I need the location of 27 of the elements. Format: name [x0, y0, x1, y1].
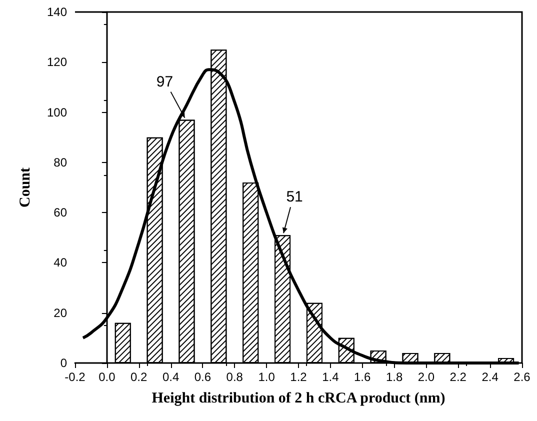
annotation: 51: [286, 188, 303, 206]
x-tick-label: 1.6: [354, 370, 372, 384]
x-tick-label: 0.4: [162, 370, 180, 384]
annotation: 97: [156, 73, 174, 90]
x-tick-label: 0.0: [98, 370, 116, 384]
x-tick-label: 1.2: [290, 370, 308, 384]
x-tick-label: 1.0: [258, 370, 276, 384]
y-tick-label: 120: [46, 55, 68, 70]
y-tick-label: 20: [54, 306, 68, 320]
y-tick-label: 140: [46, 5, 68, 19]
x-tick-label: 2.2: [450, 370, 467, 384]
y-tick-label: 100: [46, 105, 68, 120]
y-tick-label: 40: [54, 256, 68, 270]
x-tick-label: 2.0: [418, 370, 435, 384]
y-tick-label: 80: [54, 155, 68, 170]
y-axis-title: Count: [18, 167, 34, 208]
x-tick-label: -0.2: [64, 370, 86, 384]
x-axis-title: Height distribution of 2 h cRCA product (nm): [152, 390, 446, 406]
x-tick-label: 0.8: [226, 370, 244, 384]
x-tick-label: 0.2: [130, 370, 148, 384]
x-tick-label: 2.4: [482, 370, 499, 384]
x-tick-label: 1.8: [386, 370, 403, 384]
x-tick-label: 0.6: [194, 370, 212, 384]
x-tick-label: 1.4: [322, 370, 340, 384]
x-tick-label: 2.6: [514, 370, 531, 384]
y-tick-label: 0: [60, 356, 68, 370]
y-tick-label: 60: [54, 206, 68, 220]
